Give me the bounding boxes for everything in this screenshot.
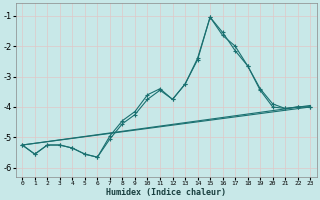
X-axis label: Humidex (Indice chaleur): Humidex (Indice chaleur) — [106, 188, 226, 197]
